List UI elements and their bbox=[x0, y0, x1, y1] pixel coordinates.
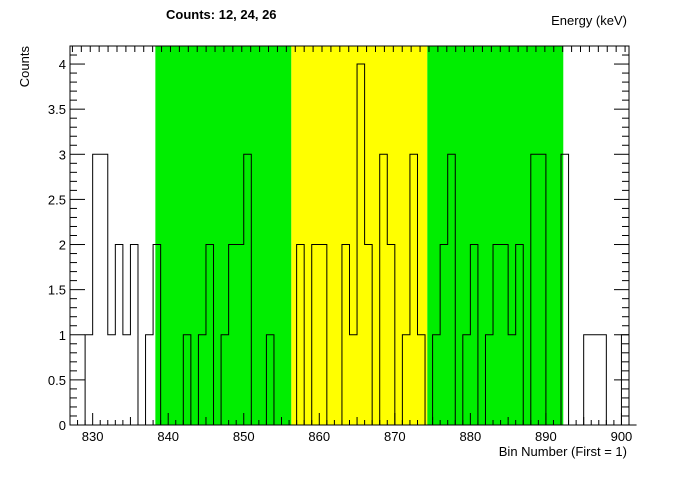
x-axis-label: Bin Number (First = 1) bbox=[499, 444, 627, 459]
histogram-bin bbox=[244, 154, 252, 425]
histogram-bin bbox=[342, 245, 350, 425]
y-tick-label: 4 bbox=[59, 57, 66, 72]
histogram-bin bbox=[440, 245, 448, 425]
histogram-bin bbox=[501, 245, 509, 425]
histogram-bin bbox=[229, 245, 237, 425]
x-tick-label: 860 bbox=[308, 429, 330, 444]
region-2 bbox=[291, 46, 428, 425]
energy-axis-label: Energy (keV) bbox=[551, 13, 627, 28]
x-tick-label: 900 bbox=[611, 429, 633, 444]
histogram-bin bbox=[433, 335, 441, 425]
histogram-bin bbox=[319, 245, 327, 425]
x-tick-label: 830 bbox=[82, 429, 104, 444]
y-tick-label: 0.5 bbox=[48, 373, 66, 388]
histogram-bin bbox=[266, 335, 274, 425]
histogram-bin bbox=[463, 335, 471, 425]
y-axis-label: Counts bbox=[17, 46, 32, 88]
histogram-bin bbox=[357, 64, 365, 425]
histogram-bin bbox=[516, 245, 524, 425]
y-tick-label: 0 bbox=[59, 418, 66, 433]
histogram-bin bbox=[402, 335, 410, 425]
x-tick-label: 870 bbox=[384, 429, 406, 444]
y-tick-label: 2.5 bbox=[48, 192, 66, 207]
histogram-bin bbox=[146, 335, 154, 425]
histogram-bin bbox=[538, 154, 546, 425]
x-tick-label: 880 bbox=[460, 429, 482, 444]
y-tick-label: 1 bbox=[59, 328, 66, 343]
y-tick-label: 1.5 bbox=[48, 283, 66, 298]
histogram-bin bbox=[448, 154, 456, 425]
region-1 bbox=[155, 46, 292, 425]
histogram-bin bbox=[584, 335, 592, 425]
histogram-bin bbox=[493, 245, 501, 425]
histogram-bin bbox=[561, 154, 569, 425]
histogram-bin bbox=[183, 335, 191, 425]
histogram-bin bbox=[387, 245, 395, 425]
histogram-bin bbox=[365, 245, 373, 425]
y-tick-label: 2 bbox=[59, 238, 66, 253]
histogram-bin bbox=[470, 245, 478, 425]
histogram-bin bbox=[206, 245, 214, 425]
histogram-bin bbox=[312, 245, 320, 425]
axes: 8308408508608708808909002852902953003050… bbox=[48, 45, 633, 444]
histogram-bin bbox=[130, 245, 138, 425]
histogram-bin bbox=[123, 335, 131, 425]
x-tick-label: 850 bbox=[233, 429, 255, 444]
histogram-bin bbox=[100, 154, 108, 425]
histogram-bin bbox=[599, 335, 607, 425]
histogram-bin bbox=[93, 154, 101, 425]
histogram-bin bbox=[508, 335, 516, 425]
chart-title: Counts: 12, 24, 26 bbox=[166, 7, 277, 22]
histogram-bin bbox=[153, 245, 161, 425]
histogram-bin bbox=[417, 335, 425, 425]
histogram-bin bbox=[531, 154, 539, 425]
histogram-bin bbox=[591, 335, 599, 425]
y-tick-label: 3.5 bbox=[48, 102, 66, 117]
histogram-bin bbox=[350, 335, 358, 425]
histogram-bin bbox=[221, 335, 229, 425]
histogram-bin bbox=[198, 335, 206, 425]
histogram-bin bbox=[410, 154, 418, 425]
histogram-bin bbox=[297, 245, 305, 425]
y-tick-label: 3 bbox=[59, 147, 66, 162]
region-3 bbox=[427, 46, 564, 425]
histogram-bin bbox=[108, 335, 116, 425]
highlight-regions bbox=[155, 46, 564, 425]
histogram-bin bbox=[485, 335, 493, 425]
x-tick-label: 890 bbox=[535, 429, 557, 444]
histogram-bin bbox=[85, 335, 93, 425]
histogram-bin bbox=[115, 245, 123, 425]
histogram-bin bbox=[380, 154, 388, 425]
histogram-bin bbox=[236, 245, 244, 425]
x-tick-label: 840 bbox=[157, 429, 179, 444]
